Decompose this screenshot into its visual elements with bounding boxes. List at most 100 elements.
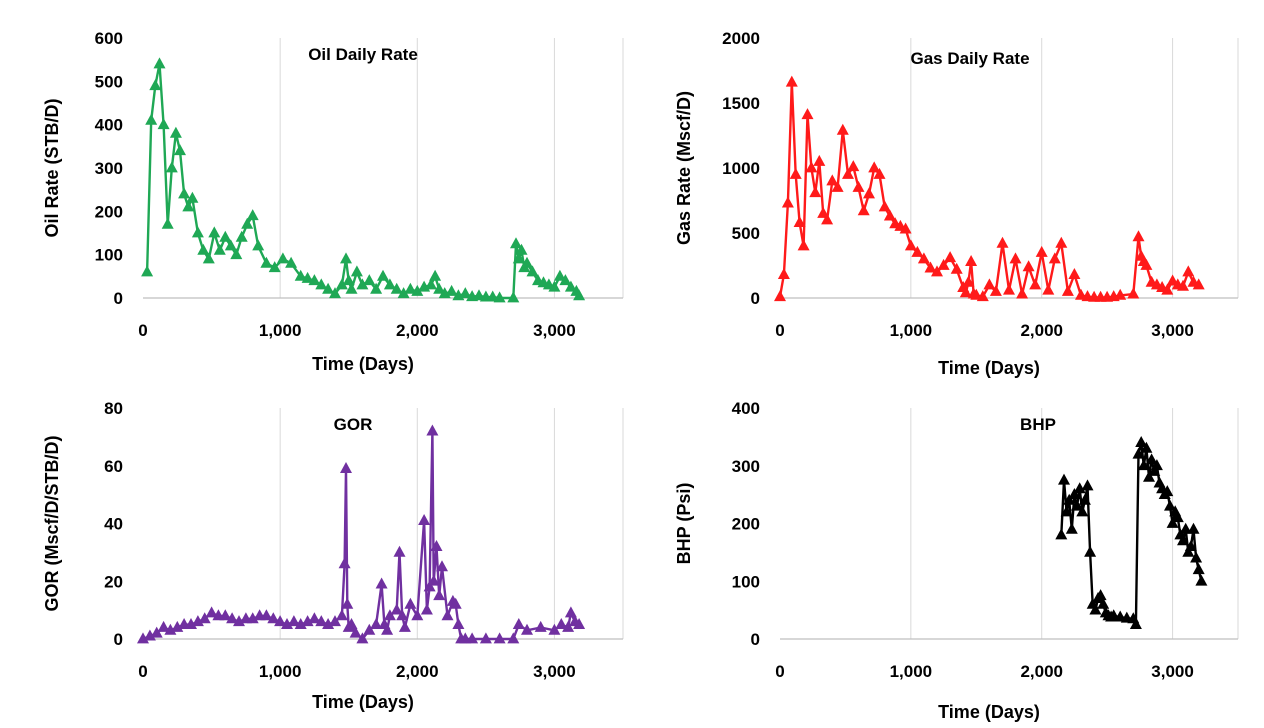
chart-title: Oil Daily Rate bbox=[308, 45, 418, 64]
triangle-marker bbox=[842, 167, 854, 179]
triangle-marker bbox=[397, 287, 410, 299]
triangle-marker bbox=[449, 597, 462, 609]
triangle-marker bbox=[161, 217, 174, 229]
triangle-marker bbox=[153, 57, 166, 69]
triangle-marker bbox=[526, 265, 539, 277]
triangle-marker bbox=[445, 284, 458, 296]
triangle-marker bbox=[340, 462, 352, 473]
triangle-marker bbox=[208, 226, 221, 238]
triangle-marker bbox=[573, 289, 586, 301]
chart-title: GOR bbox=[334, 415, 373, 434]
triangle-marker bbox=[197, 243, 210, 255]
triangle-marker bbox=[1140, 258, 1153, 270]
triangle-marker bbox=[429, 269, 442, 281]
triangle-marker bbox=[315, 615, 328, 627]
triangle-marker bbox=[944, 251, 957, 263]
series-line bbox=[142, 429, 580, 641]
x-tick-label: 0 bbox=[775, 662, 784, 681]
triangle-marker bbox=[911, 245, 924, 257]
triangle-marker bbox=[507, 632, 520, 644]
triangle-marker bbox=[564, 280, 577, 292]
triangle-marker bbox=[423, 580, 436, 592]
y-tick-label: 200 bbox=[95, 202, 123, 221]
triangle-marker bbox=[1184, 540, 1197, 551]
x-tick-label: 3,000 bbox=[1151, 662, 1194, 681]
triangle-marker bbox=[1089, 603, 1102, 615]
x-tick-label: 1,000 bbox=[259, 321, 302, 340]
triangle-marker bbox=[1148, 464, 1161, 476]
triangle-marker bbox=[459, 287, 472, 299]
triangle-marker bbox=[198, 612, 211, 624]
triangle-marker bbox=[1022, 260, 1035, 272]
triangle-marker bbox=[322, 618, 335, 629]
triangle-marker bbox=[143, 629, 156, 641]
triangle-marker bbox=[267, 612, 280, 624]
triangle-marker bbox=[345, 282, 358, 294]
x-axis-label: Time (Days) bbox=[938, 702, 1040, 722]
triangle-marker bbox=[285, 256, 298, 268]
triangle-marker bbox=[1161, 283, 1174, 295]
chart-3: 0 100 200 300 400 0 1,000 2,000 3,000 Time (Days)… bbox=[674, 399, 1239, 722]
triangle-marker bbox=[534, 620, 547, 632]
triangle-marker bbox=[182, 200, 195, 212]
triangle-marker bbox=[1132, 230, 1145, 242]
triangle-marker bbox=[1073, 482, 1086, 494]
triangle-marker bbox=[342, 274, 355, 286]
triangle-marker bbox=[573, 618, 586, 629]
triangle-marker bbox=[847, 160, 860, 172]
triangle-marker bbox=[329, 615, 341, 627]
triangle-marker bbox=[555, 618, 568, 629]
triangle-marker bbox=[1029, 278, 1042, 290]
triangle-marker bbox=[165, 161, 178, 173]
triangle-marker bbox=[363, 623, 376, 635]
triangle-marker bbox=[510, 237, 522, 249]
triangle-marker bbox=[426, 424, 439, 436]
x-tick-label: 0 bbox=[775, 321, 784, 340]
triangle-marker bbox=[174, 144, 186, 156]
triangle-marker bbox=[548, 623, 561, 635]
y-tick-label: 400 bbox=[95, 116, 123, 135]
y-tick-label: 300 bbox=[732, 457, 760, 476]
x-tick-label: 1,000 bbox=[890, 321, 933, 340]
x-tick-label: 0 bbox=[138, 321, 147, 340]
triangle-marker bbox=[1076, 505, 1089, 517]
triangle-marker bbox=[813, 154, 826, 166]
triangle-marker bbox=[350, 265, 363, 277]
triangle-marker bbox=[178, 187, 191, 199]
triangle-marker bbox=[281, 618, 293, 629]
triangle-marker bbox=[235, 230, 248, 242]
triangle-marker bbox=[230, 248, 243, 260]
triangle-marker bbox=[1192, 563, 1205, 575]
y-axis-label: GOR (Mscf/D/STB/D) bbox=[42, 435, 62, 611]
triangle-marker bbox=[381, 623, 394, 635]
triangle-marker bbox=[1143, 470, 1155, 482]
triangle-marker bbox=[797, 239, 810, 251]
triangle-marker bbox=[1063, 493, 1076, 505]
triangle-marker bbox=[996, 236, 1009, 248]
triangle-marker bbox=[1177, 279, 1189, 291]
triangle-marker bbox=[493, 291, 506, 303]
triangle-marker bbox=[1055, 236, 1068, 248]
y-tick-label: 400 bbox=[732, 399, 760, 418]
triangle-marker bbox=[1009, 252, 1022, 264]
triangle-marker bbox=[473, 289, 485, 301]
triangle-marker bbox=[1068, 268, 1081, 279]
triangle-marker bbox=[809, 186, 822, 198]
triangle-marker bbox=[1164, 499, 1176, 511]
triangle-marker bbox=[1135, 436, 1148, 447]
y-tick-label: 500 bbox=[732, 224, 760, 243]
triangle-marker bbox=[322, 282, 335, 294]
triangle-marker bbox=[308, 274, 321, 286]
triangle-marker bbox=[398, 620, 411, 632]
triangle-marker bbox=[202, 252, 215, 264]
x-tick-label: 1,000 bbox=[259, 662, 302, 681]
triangle-marker bbox=[436, 560, 448, 572]
triangle-marker bbox=[878, 200, 891, 212]
triangle-marker bbox=[363, 274, 376, 286]
triangle-marker bbox=[917, 252, 930, 264]
x-tick-label: 1,000 bbox=[890, 662, 933, 681]
triangle-marker bbox=[185, 618, 197, 629]
triangle-marker bbox=[852, 180, 865, 192]
triangle-marker bbox=[375, 577, 388, 589]
